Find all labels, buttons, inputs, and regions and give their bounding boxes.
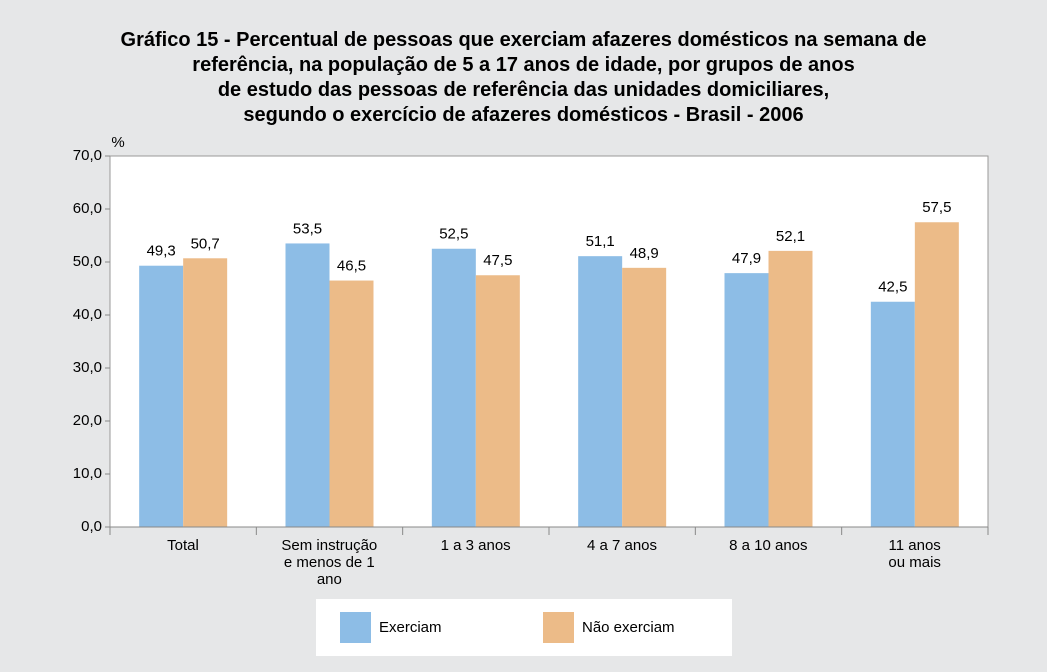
value-label: 50,7 [191,235,220,252]
value-label: 47,9 [732,250,761,267]
legend-label: Não exerciam [582,619,675,636]
value-label: 49,3 [147,243,176,260]
y-tick-label: 10,0 [73,465,102,482]
bar [768,250,813,527]
value-label: 52,1 [776,228,805,245]
bar [475,275,520,527]
value-label: 48,9 [630,245,659,262]
x-tick-label: 1 a 3 anos [440,537,511,554]
bar [183,258,228,527]
y-tick-label: 20,0 [73,412,102,429]
value-label: 53,5 [293,220,322,237]
y-tick-label: 60,0 [73,200,102,217]
y-tick-label: 40,0 [73,306,102,323]
value-label: 57,5 [922,199,951,216]
x-tick-label: Total [167,537,199,554]
bar [139,265,184,527]
x-tick-label: 11 anos ou mais [888,537,941,571]
value-label: 52,5 [439,226,468,243]
bar [724,273,769,527]
value-label: 47,5 [483,252,512,269]
legend-box [316,599,732,656]
legend-swatch [340,612,371,643]
bar [578,256,623,527]
y-tick-label: 70,0 [73,147,102,164]
y-tick-label: 30,0 [73,359,102,376]
value-label: 42,5 [878,279,907,296]
bar [285,243,330,527]
legend-label: Exerciam [379,619,442,636]
plot-area [109,155,989,528]
bar [329,280,374,527]
bar [622,267,667,527]
y-axis-label: % [111,134,124,151]
bar [870,301,915,527]
legend-swatch [543,612,574,643]
x-tick-label: 8 a 10 anos [729,537,808,554]
bar [914,222,959,527]
chart-title: Gráfico 15 - Percentual de pessoas que e… [120,29,927,126]
y-tick-label: 0,0 [81,518,102,535]
y-tick-label: 50,0 [73,253,102,270]
x-tick-label: Sem instrução e menos de 1 ano [281,537,378,588]
x-tick-label: 4 a 7 anos [586,537,658,554]
value-label: 51,1 [586,233,615,250]
value-label: 46,5 [337,258,366,275]
bar [431,248,476,527]
